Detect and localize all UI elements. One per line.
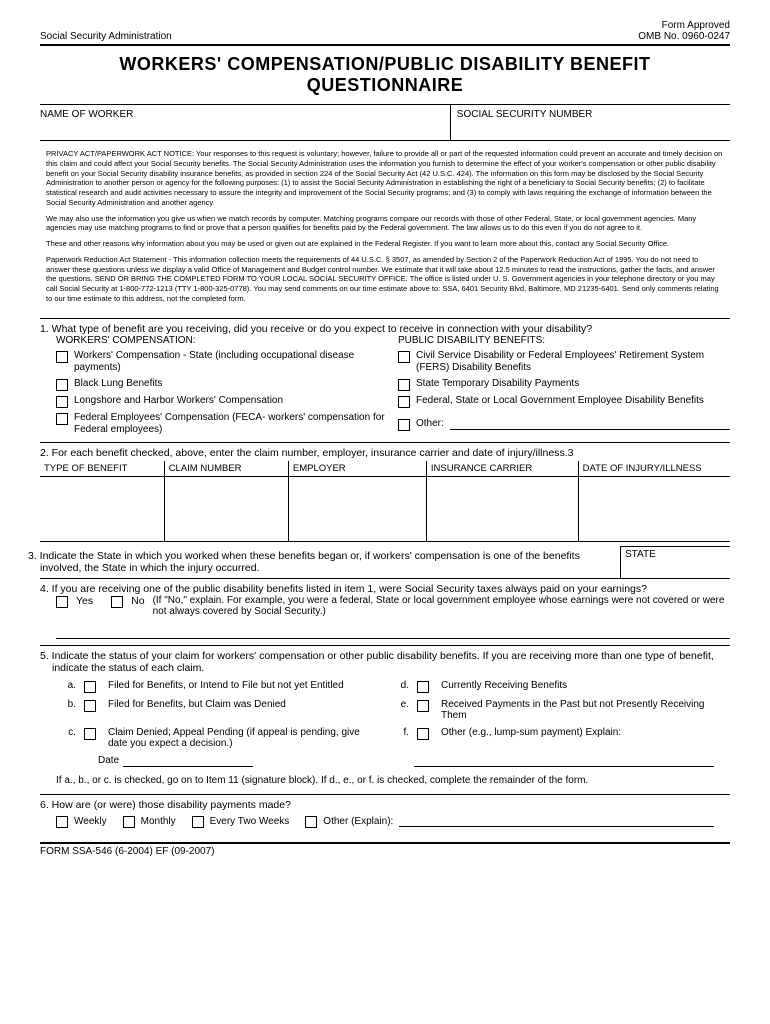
checkbox-5c[interactable] [84, 728, 96, 740]
question-6: 6. How are (or were) those disability pa… [40, 795, 730, 836]
privacy-notice: PRIVACY ACT/PAPERWORK ACT NOTICE: Your r… [40, 141, 730, 318]
checkbox-black-lung[interactable] [56, 379, 68, 391]
checkbox-state-temp[interactable] [398, 379, 410, 391]
question-4: 4. If you are receiving one of the publi… [40, 579, 730, 645]
name-field-label[interactable]: NAME OF WORKER [40, 105, 451, 140]
checkbox-wc-state[interactable] [56, 351, 68, 363]
q4-explain-line[interactable] [56, 623, 730, 639]
checkbox-feca[interactable] [56, 413, 68, 425]
checkbox-biweekly[interactable] [192, 816, 204, 828]
checkbox-weekly[interactable] [56, 816, 68, 828]
checkbox-5a[interactable] [84, 681, 96, 693]
checkbox-yes[interactable] [56, 596, 68, 608]
identity-row: NAME OF WORKER SOCIAL SECURITY NUMBER [40, 105, 730, 141]
form-approval: Form Approved OMB No. 0960-0247 [638, 20, 730, 42]
ssn-field-label[interactable]: SOCIAL SECURITY NUMBER [451, 105, 730, 140]
checkbox-no[interactable] [111, 596, 123, 608]
checkbox-5e[interactable] [417, 700, 429, 712]
form-header: Social Security Administration Form Appr… [40, 20, 730, 46]
checkbox-5b[interactable] [84, 700, 96, 712]
question-2: 2. For each benefit checked, above, ente… [40, 443, 730, 546]
appeal-date-input[interactable] [123, 755, 253, 767]
checkbox-other[interactable] [398, 419, 410, 431]
checkbox-civil-service[interactable] [398, 351, 410, 363]
checkbox-5f[interactable] [417, 728, 429, 740]
freq-other-input[interactable] [399, 815, 714, 827]
form-footer: FORM SSA-546 (6-2004) EF (09-2007) [40, 842, 730, 857]
form-title: WORKERS' COMPENSATION/PUBLIC DISABILITY … [40, 46, 730, 105]
checkbox-monthly[interactable] [123, 816, 135, 828]
checkbox-5d[interactable] [417, 681, 429, 693]
benefit-table: TYPE OF BENEFIT CLAIM NUMBER EMPLOYER IN… [40, 461, 730, 542]
table-row[interactable] [40, 476, 730, 541]
question-5: 5. Indicate the status of your claim for… [40, 646, 730, 794]
question-3: 3. Indicate the State in which you worke… [40, 546, 730, 578]
checkbox-gov-employee[interactable] [398, 396, 410, 408]
checkbox-longshore[interactable] [56, 396, 68, 408]
q5-other-explain[interactable] [414, 755, 714, 767]
checkbox-freq-other[interactable] [305, 816, 317, 828]
state-field[interactable]: STATE [620, 546, 730, 578]
agency-name: Social Security Administration [40, 31, 172, 42]
question-1: 1. What type of benefit are you receivin… [40, 319, 730, 442]
other-benefit-input[interactable] [450, 418, 730, 430]
